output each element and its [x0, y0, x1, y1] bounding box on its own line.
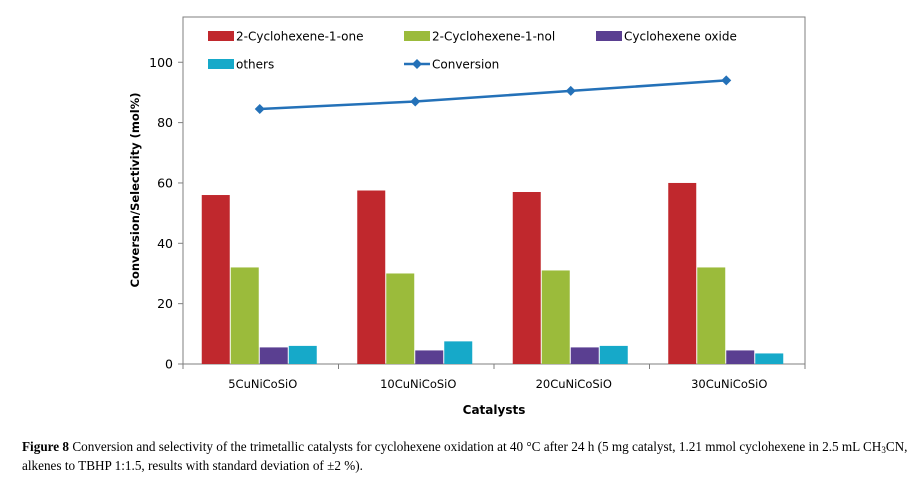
figure-caption: Figure 8 Conversion and selectivity of t…	[22, 439, 922, 474]
legend-label: Conversion	[432, 58, 499, 72]
legend-swatch	[596, 31, 622, 41]
conversion-marker	[410, 96, 421, 107]
conversion-marker	[565, 85, 576, 96]
y-tick-label: 100	[149, 55, 173, 70]
bar-2-cyclohexene-1-one-20cunicosio	[512, 192, 541, 364]
legend-swatch	[208, 59, 234, 69]
caption-text: Conversion and selectivity of the trimet…	[69, 439, 882, 454]
legend-label: 2-Cyclohexene-1-nol	[432, 30, 555, 44]
bar-2-cyclohexene-1-nol-30cunicosio	[697, 267, 726, 364]
bar-others-5cunicosio	[288, 345, 317, 364]
chart: 0 20 40 60 80 100 5CuNiCoSiO 10CuNiCoSiO 20CuNiC…	[128, 16, 806, 417]
x-tick-label: 30CuNiCoSiO	[691, 377, 767, 391]
legend-label: Cyclohexene oxide	[624, 30, 737, 44]
y-tick-label: 40	[157, 236, 173, 251]
bar-2-cyclohexene-1-nol-10cunicosio	[386, 273, 415, 364]
legend-marker	[412, 59, 422, 69]
bar-cyclohexene-oxide-30cunicosio	[726, 350, 755, 364]
legend-swatch	[404, 31, 430, 41]
x-tick-label: 10CuNiCoSiO	[380, 377, 456, 391]
bar-2-cyclohexene-1-nol-20cunicosio	[541, 270, 570, 364]
bar-2-cyclohexene-1-one-10cunicosio	[357, 190, 386, 364]
bars	[201, 182, 784, 364]
bar-cyclohexene-oxide-5cunicosio	[259, 347, 288, 364]
y-axis-label: Conversion/Selectivity (mol%)	[128, 93, 142, 288]
y-tick-label: 80	[157, 115, 173, 130]
bar-cyclohexene-oxide-20cunicosio	[570, 347, 599, 364]
conversion-line	[254, 75, 732, 115]
legend-label: 2-Cyclohexene-1-one	[236, 30, 363, 44]
x-tick-label: 5CuNiCoSiO	[228, 377, 297, 391]
legend-swatch	[208, 31, 234, 41]
caption-text-end: CN, alkenes to TBHP 1:1.5, results with …	[22, 439, 908, 473]
conversion-marker	[721, 75, 732, 86]
x-axis-label: Catalysts	[463, 403, 526, 417]
y-tick-label: 60	[157, 175, 173, 190]
bar-cyclohexene-oxide-10cunicosio	[415, 350, 444, 364]
conversion-line-path	[259, 79, 727, 111]
bar-2-cyclohexene-1-one-5cunicosio	[201, 195, 230, 364]
bar-others-20cunicosio	[599, 345, 628, 364]
y-tick-label: 0	[165, 357, 173, 372]
conversion-marker	[254, 104, 265, 115]
bar-others-10cunicosio	[444, 341, 473, 364]
legend-label: others	[236, 58, 274, 72]
bar-others-30cunicosio	[755, 353, 784, 364]
axes: 0 20 40 60 80 100 5CuNiCoSiO 10CuNiCoSiO 20CuNiC…	[149, 16, 806, 391]
caption-subscript: 3	[881, 445, 886, 455]
bar-2-cyclohexene-1-one-30cunicosio	[668, 182, 697, 364]
x-tick-label: 20CuNiCoSiO	[536, 377, 612, 391]
y-tick-label: 20	[157, 296, 173, 311]
legend: 2-Cyclohexene-1-one 2-Cyclohexene-1-nol Cy…	[208, 30, 737, 72]
caption-label: Figure 8	[22, 439, 70, 454]
bar-2-cyclohexene-1-nol-5cunicosio	[230, 267, 259, 364]
